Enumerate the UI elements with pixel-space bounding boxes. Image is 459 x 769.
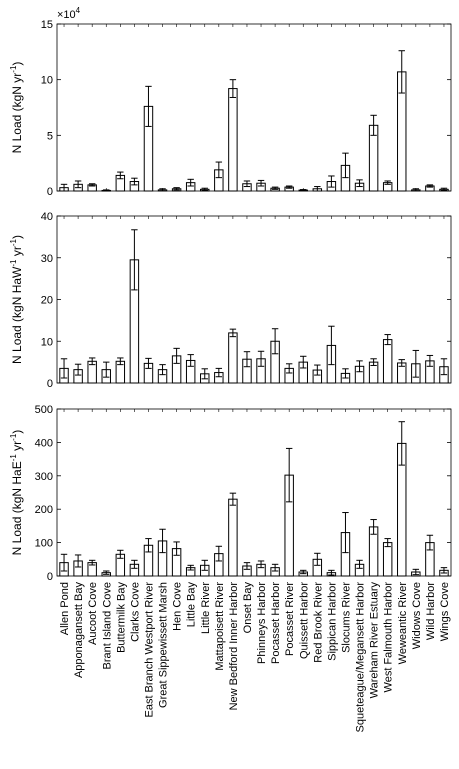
category-axis-labels: Allen Pond Apponagansett Bay Aucoot Cove Br… xyxy=(59,582,451,733)
category-label: East Branch Westport River xyxy=(143,582,155,718)
y-tick-label: 100 xyxy=(35,538,53,550)
category-label: Clarks Cove xyxy=(129,582,141,642)
y-tick-label: 10 xyxy=(41,75,53,87)
category-label: Buttermilk Bay xyxy=(115,582,127,653)
axis-multiplier-exp: 4 xyxy=(76,6,81,15)
y-axis-label: N Load (kgN HaE-1 yr-1) xyxy=(9,430,24,556)
category-label: Little Bay xyxy=(186,582,198,628)
category-label: Squeteague/Megansett Harbor xyxy=(355,582,367,733)
y-tick-label: 20 xyxy=(41,295,53,307)
axis-multiplier-base: ×10 xyxy=(57,9,76,21)
category-label: Apponagansett Bay xyxy=(73,582,85,679)
y-axis-label-part: N Load (kgN yr xyxy=(10,73,24,154)
category-label: Onset Bay xyxy=(242,582,254,634)
panel-annual-load: 0 5 10 15 N Load (kgN yr-1) ×104 xyxy=(9,6,452,198)
category-label: Hen Cove xyxy=(172,582,184,631)
category-label: New Bedford Inner Harbor xyxy=(228,582,240,711)
category-label: Red Brook River xyxy=(312,582,324,663)
category-label: Mattapoisett River xyxy=(214,582,226,671)
category-label: Wareham River Estuary xyxy=(369,582,381,699)
category-label: Wings Cove xyxy=(439,582,451,641)
y-axis-label-part: ) xyxy=(10,430,24,434)
axis-multiplier: ×104 xyxy=(57,6,81,21)
axes-frame xyxy=(56,23,452,192)
y-tick-label: 5 xyxy=(47,130,53,142)
y-axis-label-part: -1 xyxy=(9,454,18,462)
y-tick-label: 200 xyxy=(35,504,53,516)
y-axis-label-part: N Load (kgN HaE xyxy=(10,461,24,555)
y-axis-label-part: -1 xyxy=(9,259,18,267)
y-axis-label-part: yr xyxy=(10,246,24,259)
category-label: Little River xyxy=(200,582,212,634)
category-label: Great Sippewissett Marsh xyxy=(158,582,170,708)
y-tick-label: 10 xyxy=(41,336,53,348)
y-tick-label: 0 xyxy=(47,378,53,390)
bar xyxy=(382,339,393,384)
y-axis-label-part: N Load (kgN HaW xyxy=(10,266,24,364)
y-axis-label: N Load (kgN yr-1) xyxy=(9,62,24,154)
category-label: Weweantic River xyxy=(397,582,409,665)
axes-frame xyxy=(56,408,452,577)
category-label: Allen Pond xyxy=(59,582,71,635)
bar xyxy=(228,332,238,384)
category-label: Brant Island Cove xyxy=(101,582,113,669)
y-tick-label: 30 xyxy=(41,253,53,265)
bar xyxy=(228,88,238,192)
category-label: West Falmouth Harbor xyxy=(383,582,395,693)
category-label: Pocasset River xyxy=(284,582,296,656)
category-label: Pocasset Harbor xyxy=(270,582,282,664)
y-axis-label-part: ) xyxy=(10,235,24,239)
y-tick-label: 400 xyxy=(35,437,53,449)
category-label: Sippican Harbor xyxy=(326,582,338,661)
y-tick-label: 40 xyxy=(41,211,53,223)
y-tick-label: 0 xyxy=(47,186,53,198)
y-axis-label-part: -1 xyxy=(9,65,18,73)
y-tick-label: 0 xyxy=(47,571,53,583)
y-tick-label: 500 xyxy=(35,404,53,416)
y-axis-label-part: -1 xyxy=(9,433,18,441)
y-axis-label-part: -1 xyxy=(9,238,18,246)
bar xyxy=(228,498,238,577)
category-label: Aucoot Cove xyxy=(87,582,99,645)
y-axis-label-part: yr xyxy=(10,441,24,454)
category-label: Wild Harbor xyxy=(425,582,437,640)
category-label: Phinneys Harbor xyxy=(256,582,268,664)
category-label: Widows Cove xyxy=(411,582,423,649)
y-axis-label-part: ) xyxy=(10,62,24,66)
y-tick-label: 300 xyxy=(35,471,53,483)
y-axis-label: N Load (kgN HaW-1 yr-1) xyxy=(9,235,24,364)
bar xyxy=(382,542,393,577)
category-label: Quissett Harbor xyxy=(298,582,310,659)
category-label: Slocums River xyxy=(340,582,352,653)
y-tick-label: 15 xyxy=(41,19,53,31)
